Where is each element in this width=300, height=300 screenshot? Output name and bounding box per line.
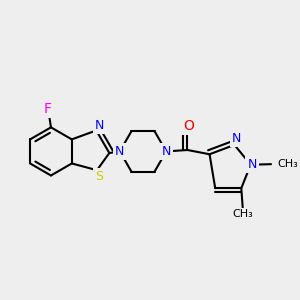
Text: S: S [95, 170, 103, 183]
Text: O: O [183, 118, 194, 133]
Text: CH₃: CH₃ [232, 209, 253, 219]
Text: F: F [44, 102, 52, 116]
Text: N: N [95, 119, 104, 132]
Text: N: N [232, 133, 242, 146]
Text: N: N [115, 145, 124, 158]
Text: N: N [248, 158, 257, 171]
Text: CH₃: CH₃ [277, 159, 298, 169]
Text: N: N [161, 145, 171, 158]
